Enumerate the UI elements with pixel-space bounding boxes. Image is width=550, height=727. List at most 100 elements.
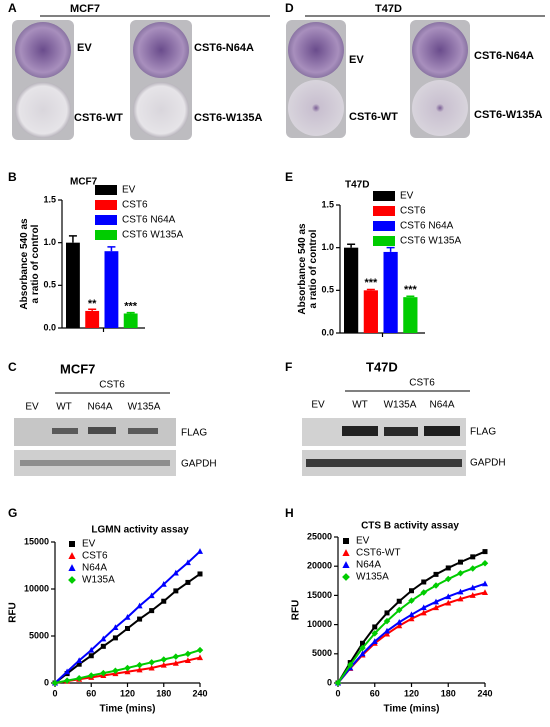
band-label: FLAG [181, 428, 207, 439]
marker [420, 589, 427, 596]
marker [112, 635, 118, 641]
marker [433, 598, 439, 605]
error-bar [366, 288, 375, 291]
marker [197, 571, 203, 577]
bar [85, 310, 100, 328]
lane-label: W135A [128, 402, 161, 413]
legend-label: CST6 W135A [400, 236, 461, 247]
marker [482, 580, 488, 587]
marker [482, 589, 488, 595]
marker [148, 592, 155, 599]
marker [469, 565, 476, 572]
legend-label: EV [400, 191, 414, 202]
error-bar [347, 243, 356, 248]
lane-label: W135A [384, 400, 417, 411]
marker [124, 664, 131, 672]
marker [76, 657, 83, 663]
y-tick-label: 1.0 [43, 237, 56, 247]
y-tick-label: 0.0 [321, 327, 334, 337]
marker [334, 679, 342, 687]
marker [408, 597, 415, 604]
lane-label: WT [352, 400, 368, 411]
error-bar [107, 246, 116, 252]
panel-title: T47D [375, 3, 402, 15]
marker [384, 630, 390, 637]
panel-label: D [285, 1, 294, 15]
lane-label: EV [311, 400, 325, 411]
marker [136, 666, 143, 673]
marker [458, 559, 463, 565]
marker [359, 650, 366, 657]
x-axis-label: Time (mins) [100, 704, 156, 715]
well-label: CST6-N64A [194, 42, 254, 54]
marker [470, 554, 476, 560]
marker [469, 592, 476, 598]
legend-swatch [373, 236, 395, 246]
lane-label: N64A [429, 400, 454, 411]
y-tick-label: 1.0 [321, 242, 334, 252]
y-axis-label: Absorbance 540 as [297, 223, 308, 315]
y-tick-label: 5000 [312, 648, 332, 658]
marker [197, 654, 203, 661]
legend-marker [68, 552, 76, 559]
legend-marker [343, 538, 349, 544]
marker [125, 625, 130, 631]
blot [14, 418, 176, 476]
error-bar [68, 235, 77, 243]
y-tick-label: 10000 [24, 583, 49, 593]
error-bar [126, 311, 135, 314]
y-tick-label: 1.5 [43, 194, 56, 204]
panel-title: MCF7 [70, 3, 100, 15]
marker [160, 656, 167, 663]
x-tick-label: 60 [86, 688, 96, 698]
well-label: CST6-W135A [474, 109, 543, 121]
marker [408, 611, 415, 618]
marker [185, 579, 191, 585]
marker [384, 627, 390, 634]
panel-title: T47D [366, 359, 398, 374]
marker [64, 668, 71, 675]
y-axis-label: a ratio of control [308, 229, 319, 308]
marker [88, 653, 94, 659]
marker [184, 657, 191, 663]
panel-label: A [8, 1, 17, 15]
marker [481, 560, 489, 567]
marker [173, 588, 179, 594]
marker [421, 579, 427, 585]
marker [396, 598, 402, 604]
x-tick-label: 180 [156, 688, 171, 698]
marker [172, 569, 179, 576]
marker [148, 664, 155, 671]
legend-label: CST6 N64A [122, 215, 176, 226]
marker [148, 659, 155, 666]
marker [51, 679, 59, 687]
panel-label: H [285, 506, 294, 520]
lane-label: WT [56, 402, 72, 413]
marker [160, 661, 167, 668]
legend-label: N64A [356, 560, 381, 571]
marker [88, 672, 95, 679]
y-tick-label: 0 [327, 677, 332, 687]
legend-label: EV [122, 185, 136, 196]
marker [161, 598, 167, 604]
legend-swatch [373, 191, 395, 201]
marker [420, 609, 427, 616]
bar [344, 247, 359, 333]
marker [383, 617, 391, 625]
marker [75, 675, 83, 682]
x-tick-label: 120 [120, 688, 135, 698]
marker [396, 622, 403, 629]
x-tick-label: 180 [441, 688, 456, 698]
legend-marker [342, 561, 350, 568]
blot [302, 418, 466, 476]
y-axis-label: a ratio of control [30, 224, 41, 303]
legend-label: EV [82, 539, 96, 550]
marker [136, 661, 143, 669]
bar [403, 297, 418, 333]
panel-label: G [8, 506, 17, 520]
legend-label: CST6 [122, 200, 148, 211]
significance: *** [364, 277, 378, 289]
y-tick-label: 0.5 [321, 285, 334, 295]
legend-marker [68, 564, 76, 571]
